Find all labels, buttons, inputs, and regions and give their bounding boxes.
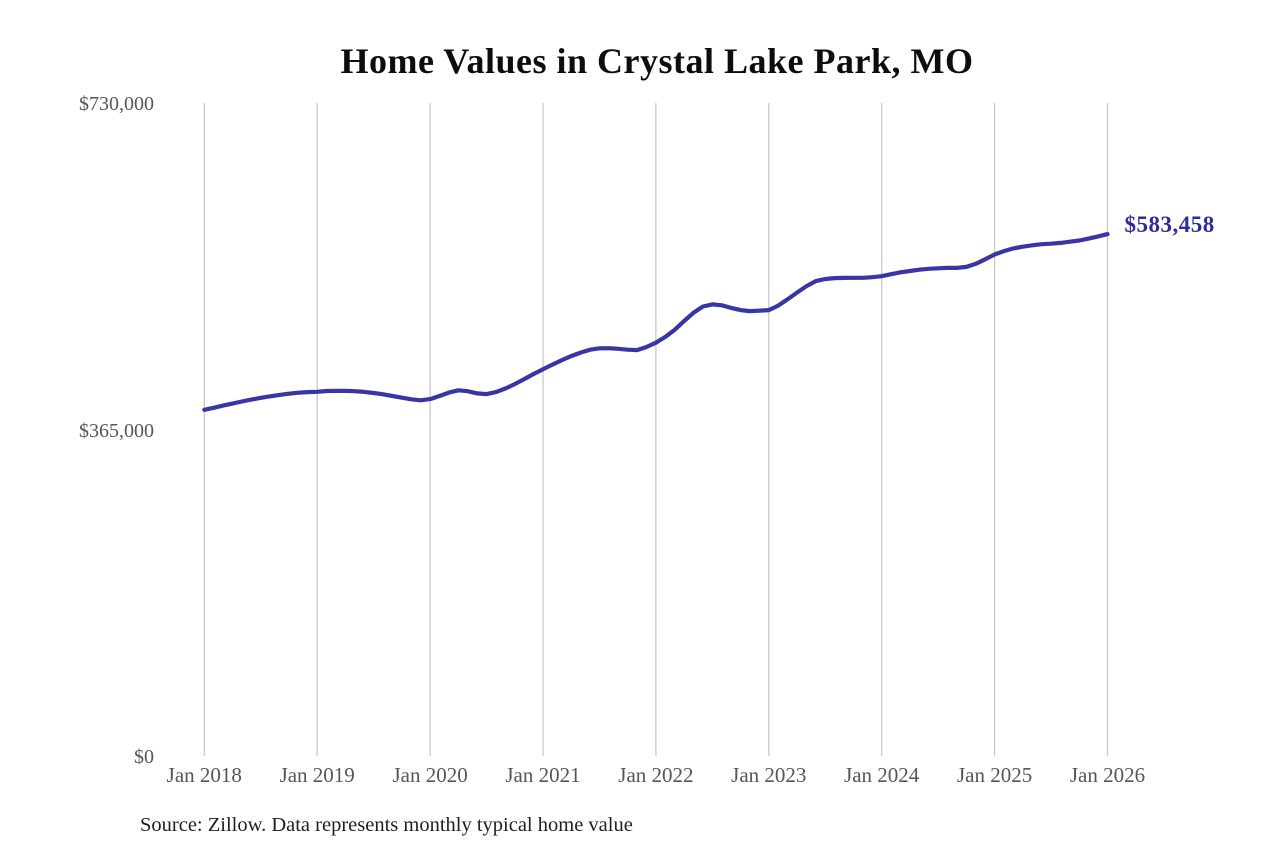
y-axis-tick-label: $365,000	[79, 419, 154, 442]
x-axis-tick-label: Jan 2021	[505, 763, 581, 787]
x-axis-tick-label: Jan 2024	[844, 763, 920, 787]
latest-value-label: $583,458	[1124, 212, 1215, 238]
x-axis-tick-label: Jan 2019	[279, 763, 355, 787]
y-axis-tick-label: $0	[134, 746, 154, 768]
x-axis-tick-label: Jan 2023	[731, 763, 807, 787]
home-value-line	[202, 232, 1110, 412]
x-axis-tick-label: Jan 2018	[166, 763, 242, 787]
source-note: Source: Zillow. Data represents monthly …	[140, 814, 633, 836]
x-axis-tick-label: Jan 2026	[1069, 763, 1146, 787]
x-axis-tick-label: Jan 2022	[618, 763, 694, 787]
x-axis-tick-label: Jan 2025	[956, 763, 1033, 787]
y-axis-tick-label: $730,000	[79, 93, 154, 115]
chart-title: Home Values in Crystal Lake Park, MO	[340, 41, 974, 81]
x-axis-tick-label: Jan 2020	[392, 763, 468, 787]
